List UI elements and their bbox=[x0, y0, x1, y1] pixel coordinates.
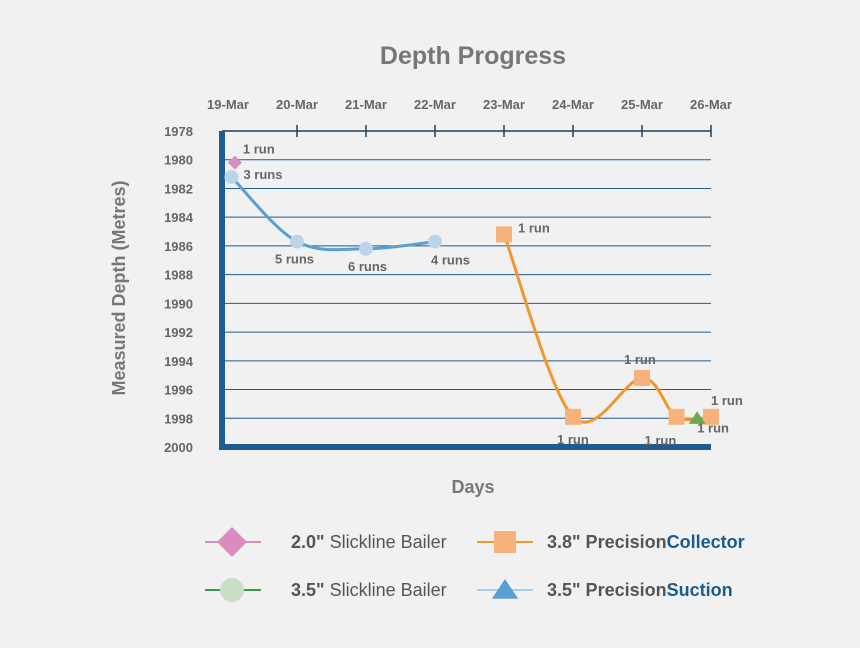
chart-title: Depth Progress bbox=[380, 42, 566, 70]
data-label: 1 run bbox=[624, 352, 656, 367]
data-label: 1 run bbox=[243, 142, 275, 157]
data-point-circle bbox=[290, 234, 304, 249]
data-label: 6 runs bbox=[348, 259, 387, 274]
data-point-square bbox=[668, 408, 685, 425]
legend-label: 3.5" PrecisionSuction bbox=[547, 580, 733, 600]
legend-label-part: 3.5" bbox=[291, 580, 325, 600]
data-point-circle bbox=[428, 234, 442, 249]
data-label: 1 run bbox=[557, 432, 589, 447]
y-tick-label: 1982 bbox=[164, 181, 193, 196]
y-tick-label: 1998 bbox=[164, 411, 193, 426]
x-tick-label: 21-Mar bbox=[345, 97, 387, 112]
legend-marker-circle bbox=[220, 578, 244, 602]
data-point-diamond bbox=[227, 155, 242, 170]
y-tick-label: 2000 bbox=[164, 440, 193, 455]
x-tick-label: 22-Mar bbox=[414, 97, 456, 112]
legend-label: 3.8" PrecisionCollector bbox=[547, 532, 745, 552]
x-tick-label: 19-Mar bbox=[207, 97, 249, 112]
x-tick-label: 24-Mar bbox=[552, 97, 594, 112]
data-point-square bbox=[634, 370, 650, 387]
data-label: 4 runs bbox=[431, 253, 470, 268]
y-tick-label: 1994 bbox=[164, 354, 194, 369]
legend-marker-square bbox=[494, 531, 516, 553]
legend-marker-diamond bbox=[217, 527, 247, 557]
data-label: 1 run bbox=[645, 433, 677, 448]
legend-label-part: Suction bbox=[667, 580, 733, 600]
data-label: 3 runs bbox=[243, 167, 282, 182]
x-tick-label: 20-Mar bbox=[276, 97, 318, 112]
series-line-circle bbox=[230, 175, 436, 252]
y-tick-label: 1988 bbox=[164, 268, 193, 283]
x-tick-label: 26-Mar bbox=[690, 97, 732, 112]
data-point-square bbox=[565, 408, 581, 425]
legend-label-part: 2.0" bbox=[291, 532, 325, 552]
data-label: 5 runs bbox=[275, 252, 314, 267]
legend-label-part: 3.5" Precision bbox=[547, 580, 667, 600]
legend-marker-triangle bbox=[491, 579, 519, 599]
data-point-square bbox=[496, 226, 512, 243]
x-tick-label: 25-Mar bbox=[621, 97, 663, 112]
data-label: 1 run bbox=[697, 420, 729, 435]
series-line-square bbox=[502, 233, 712, 424]
data-point-circle bbox=[224, 169, 239, 184]
y-tick-label: 1996 bbox=[164, 383, 193, 398]
legend-label-part: Collector bbox=[667, 532, 745, 552]
legend-label: 3.5" Slickline Bailer bbox=[291, 580, 447, 600]
data-point-square bbox=[703, 408, 719, 425]
data-point-triangle bbox=[688, 411, 706, 424]
legend-label-part: Slickline Bailer bbox=[325, 580, 447, 600]
data-point-circle bbox=[359, 241, 373, 256]
x-tick-label: 23-Mar bbox=[483, 97, 525, 112]
data-label: 1 run bbox=[711, 393, 743, 408]
y-tick-label: 1978 bbox=[164, 124, 193, 139]
data-label: 1 run bbox=[518, 220, 550, 235]
y-tick-label: 1990 bbox=[164, 296, 193, 311]
legend-label-part: 3.8" Precision bbox=[547, 532, 667, 552]
legend-label-part: Slickline Bailer bbox=[325, 532, 447, 552]
y-tick-label: 1992 bbox=[164, 325, 193, 340]
y-axis-title: Measured Depth (Metres) bbox=[109, 180, 129, 395]
x-axis-title: Days bbox=[451, 477, 494, 497]
y-tick-label: 1980 bbox=[164, 153, 193, 168]
legend-label: 2.0" Slickline Bailer bbox=[291, 532, 447, 552]
y-tick-label: 1984 bbox=[164, 210, 194, 225]
y-tick-label: 1986 bbox=[164, 239, 193, 254]
